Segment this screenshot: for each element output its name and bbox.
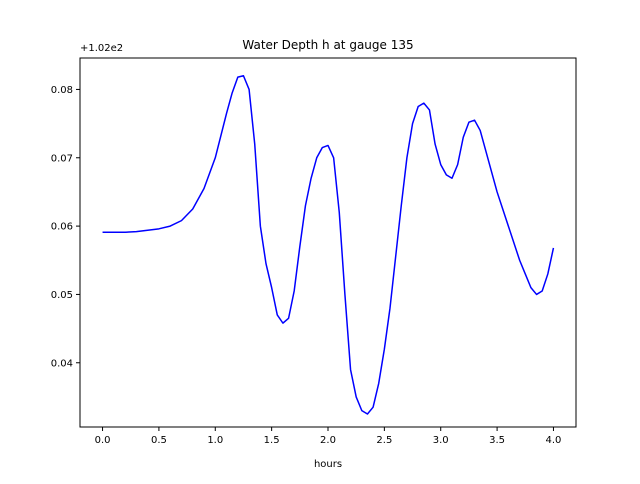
x-tick-label: 3.0 <box>433 435 449 446</box>
x-tick-label: 1.5 <box>264 435 280 446</box>
y-tick-label: 0.04 <box>51 358 73 369</box>
y-axis: 0.04 0.05 0.06 0.07 0.08 <box>51 85 80 369</box>
x-tick-label: 0.0 <box>95 435 111 446</box>
plot-area <box>102 75 555 415</box>
x-axis: 0.0 0.5 1.0 1.5 2.0 2.5 3.0 3.5 4.0 <box>95 427 562 446</box>
x-tick-label: 3.5 <box>489 435 505 446</box>
y-tick-label: 0.07 <box>51 153 73 164</box>
x-tick-label: 0.5 <box>151 435 167 446</box>
y-tick-label: 0.06 <box>51 222 73 233</box>
y-tick-label: 0.08 <box>51 85 73 96</box>
chart-title: Water Depth h at gauge 135 <box>242 38 413 52</box>
x-tick-label: 2.5 <box>376 435 392 446</box>
y-offset-label: +1.02e2 <box>80 43 123 54</box>
x-tick-label: 1.0 <box>207 435 223 446</box>
x-tick-label: 4.0 <box>546 435 562 446</box>
y-tick-label: 0.05 <box>51 290 73 301</box>
x-tick-label: 2.0 <box>320 435 336 446</box>
x-axis-label: hours <box>314 459 342 470</box>
series-line-0 <box>102 75 555 415</box>
